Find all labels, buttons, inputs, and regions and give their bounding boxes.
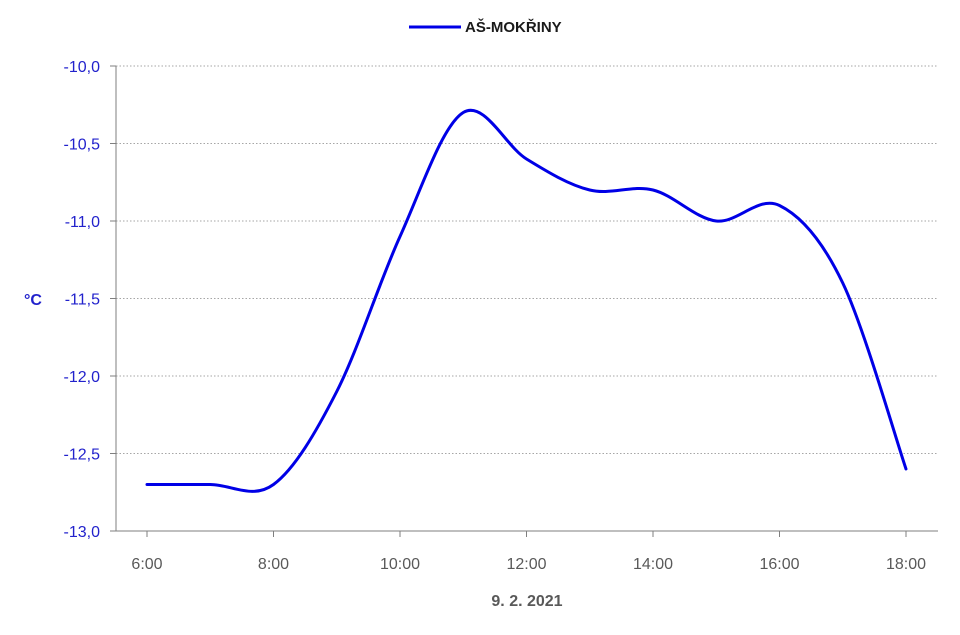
x-axis-label: 9. 2. 2021: [491, 593, 562, 610]
legend: AŠ-MOKŘINY: [409, 18, 562, 36]
grid: [116, 65, 938, 454]
x-tick-labels: 6:00 8:00 10:00 12:00 14:00 16:00 18:00: [131, 556, 926, 573]
y-tick-labels: -10,0 -10,5 -11,0 -11,5 -12,0 -12,5 -13,0: [64, 59, 101, 541]
x-tick-label: 18:00: [886, 556, 926, 573]
y-tick-label: -10,0: [64, 59, 101, 76]
y-tick-label: -10,5: [64, 137, 101, 154]
y-tick-label: -11,5: [65, 292, 100, 309]
y-tick-label: -13,0: [64, 524, 101, 541]
x-tick-label: 12:00: [506, 556, 546, 573]
y-tick-label: -12,5: [64, 447, 101, 464]
legend-entry: AŠ-MOKŘINY: [465, 18, 562, 36]
y-axis-label: °C: [24, 292, 42, 309]
x-tick-label: 10:00: [380, 556, 420, 573]
series: [145, 108, 908, 493]
x-tick-label: 8:00: [258, 556, 289, 573]
y-tick-label: -12,0: [64, 369, 101, 386]
series-line: [145, 108, 908, 493]
x-tick-label: 6:00: [131, 556, 162, 573]
axes: [110, 65, 938, 537]
x-tick-label: 14:00: [633, 556, 673, 573]
x-tick-label: 16:00: [759, 556, 799, 573]
y-tick-label: -11,0: [65, 214, 100, 231]
